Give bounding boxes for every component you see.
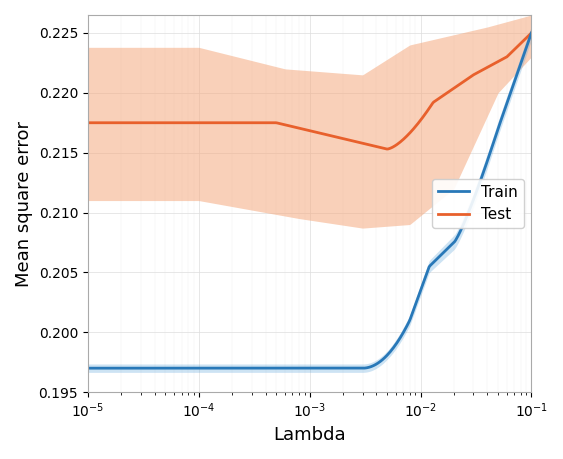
Test <box>406 131 413 136</box>
Train <box>528 30 535 36</box>
Train <box>405 321 412 326</box>
Legend: Train, Test: Train, Test <box>432 179 524 229</box>
Train <box>138 365 145 371</box>
Test <box>229 120 236 125</box>
Test <box>364 141 370 147</box>
Test <box>260 120 267 125</box>
Line: Test: Test <box>88 33 531 149</box>
Test <box>383 146 390 152</box>
Y-axis label: Mean square error: Mean square error <box>15 121 33 286</box>
Train <box>229 365 236 371</box>
Train <box>364 365 370 370</box>
Train <box>260 365 267 371</box>
Test <box>84 120 91 125</box>
Test <box>528 30 535 36</box>
Train <box>84 365 91 371</box>
Line: Train: Train <box>88 33 531 368</box>
Test <box>408 129 415 134</box>
Test <box>138 120 145 125</box>
Train <box>407 316 414 322</box>
X-axis label: Lambda: Lambda <box>274 426 346 444</box>
